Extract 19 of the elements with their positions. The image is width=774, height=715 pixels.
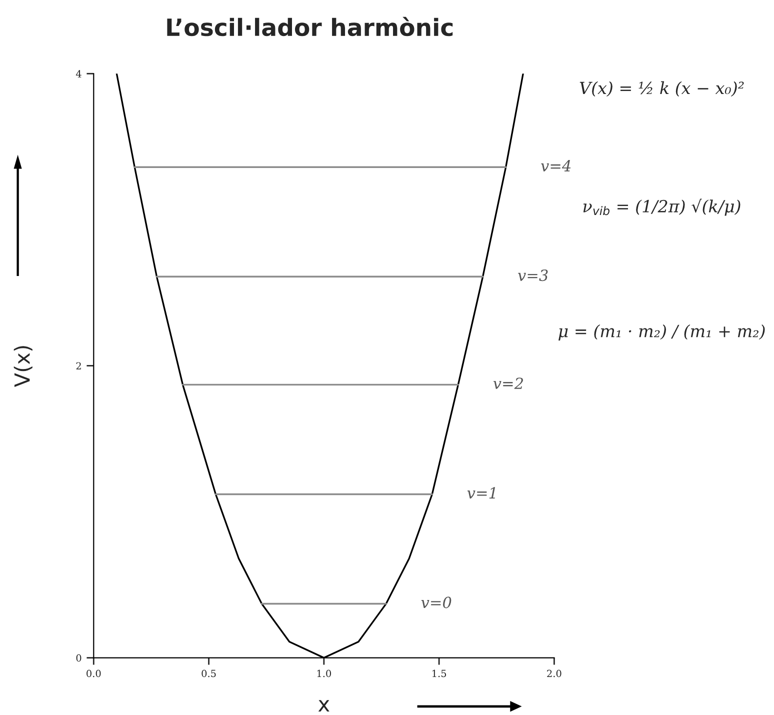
x-tick-label: 1.0	[317, 670, 332, 678]
y-tick-label: 0	[76, 654, 82, 662]
text: ν$_{vib}$ = (1/2π) √(k/μ)	[583, 198, 740, 216]
text: v=0	[421, 596, 452, 608]
text: v=4	[541, 160, 571, 172]
text: v=3	[518, 270, 548, 282]
y-tick-label: 4	[76, 70, 82, 78]
text: V(x) = ½ k (x − x₀)²	[580, 81, 744, 97]
x-tick-label: 0.0	[86, 670, 101, 678]
y-tick-label: 2	[76, 362, 81, 370]
text: μ = (m₁ · m₂) / (m₁ + m₂)	[558, 324, 765, 341]
x-tick-label: 1.5	[432, 670, 446, 678]
chart-title: L’oscil·lador harmònic	[167, 16, 453, 36]
text: v=2	[493, 378, 523, 389]
x-axis-title: x	[318, 700, 330, 712]
text: v=1	[467, 487, 496, 498]
x-tick-label: 2.0	[547, 670, 562, 678]
x-tick-label: 0.5	[202, 670, 216, 678]
y-axis-title: V(x)	[14, 346, 32, 387]
